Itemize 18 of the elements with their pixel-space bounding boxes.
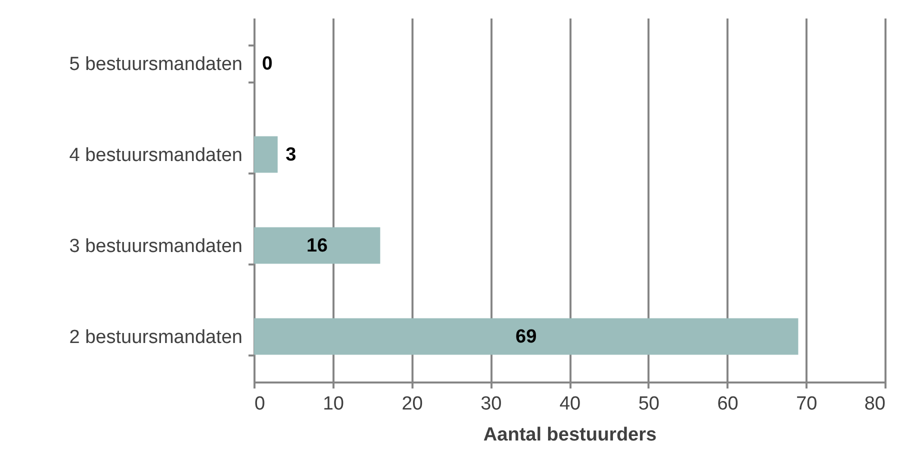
x-tick-label: 30	[480, 394, 502, 414]
y-tick-label: 2 bestuursmandaten	[69, 327, 242, 348]
x-tick-label: 80	[864, 394, 886, 414]
x-tick-label: 20	[402, 394, 423, 414]
x-tick-label: 60	[717, 394, 738, 414]
x-axis-title: Aantal bestuurders	[483, 424, 657, 446]
data-label: 3	[286, 144, 296, 166]
data-label: 0	[262, 54, 273, 74]
data-label: 69	[516, 326, 537, 348]
x-tick-label: 40	[559, 394, 581, 414]
y-tick-label: 5 bestuursmandaten	[69, 54, 242, 75]
data-label: 16	[306, 236, 328, 256]
x-tick-label: 50	[638, 394, 660, 414]
x-tick-label: 10	[322, 394, 344, 414]
y-tick-label: 4 bestuursmandaten	[69, 145, 242, 166]
y-tick-label: 3 bestuursmandaten	[69, 236, 242, 257]
x-tick-label: 0	[254, 394, 266, 414]
x-tick-label: 70	[796, 394, 818, 414]
